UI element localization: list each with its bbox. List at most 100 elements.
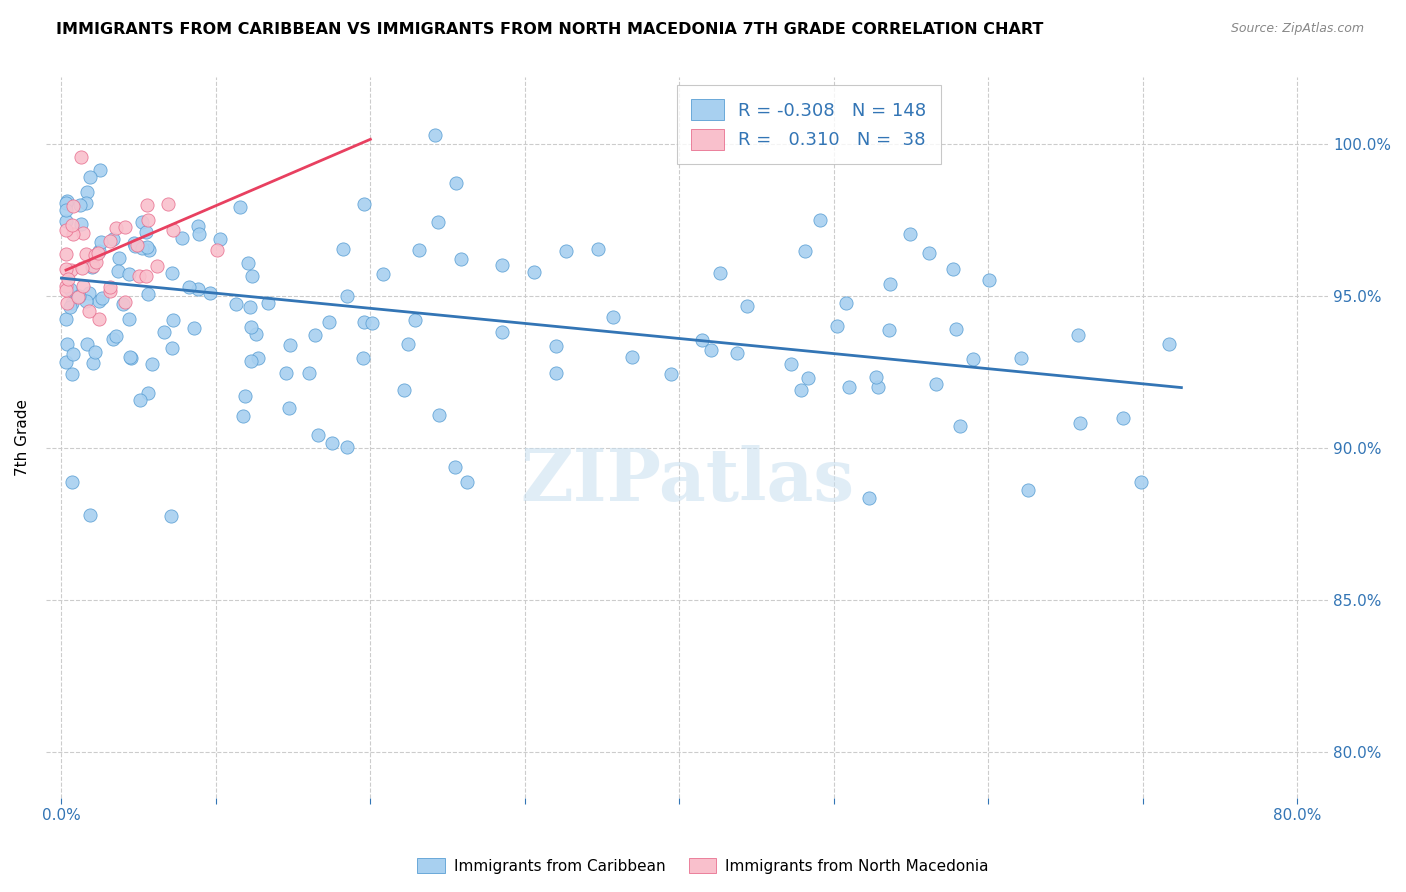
Point bbox=[274, 366, 297, 380]
Point bbox=[55, 279, 77, 293]
Point bbox=[75, 196, 97, 211]
Point bbox=[179, 280, 201, 294]
Legend: Immigrants from Caribbean, Immigrants from North Macedonia: Immigrants from Caribbean, Immigrants fr… bbox=[411, 852, 995, 880]
Point bbox=[125, 238, 148, 252]
Point bbox=[198, 285, 221, 300]
Point bbox=[353, 315, 375, 329]
Point bbox=[87, 244, 110, 258]
Point bbox=[188, 227, 211, 241]
Point bbox=[131, 241, 153, 255]
Point bbox=[56, 296, 79, 310]
Point bbox=[443, 460, 465, 475]
Point bbox=[67, 289, 90, 303]
Point bbox=[352, 351, 374, 365]
Point bbox=[114, 219, 136, 234]
Legend: R = -0.308   N = 148, R =   0.310   N =  38: R = -0.308 N = 148, R = 0.310 N = 38 bbox=[676, 85, 941, 164]
Point bbox=[392, 383, 415, 397]
Point bbox=[75, 247, 97, 261]
Point bbox=[794, 244, 817, 258]
Point bbox=[67, 289, 90, 303]
Point bbox=[55, 195, 77, 210]
Point bbox=[942, 261, 965, 276]
Point bbox=[79, 170, 101, 185]
Point bbox=[136, 385, 159, 400]
Point bbox=[55, 262, 77, 277]
Point bbox=[371, 267, 394, 281]
Point bbox=[1069, 416, 1091, 430]
Point bbox=[131, 215, 153, 229]
Point bbox=[544, 366, 567, 380]
Point bbox=[89, 163, 111, 178]
Point bbox=[135, 240, 157, 254]
Point bbox=[835, 295, 858, 310]
Point bbox=[111, 296, 134, 310]
Point bbox=[240, 319, 263, 334]
Text: ZIPatlas: ZIPatlas bbox=[520, 445, 853, 516]
Point bbox=[444, 176, 467, 190]
Point bbox=[55, 283, 77, 297]
Point bbox=[55, 194, 77, 209]
Point bbox=[128, 269, 150, 284]
Point bbox=[138, 243, 160, 257]
Point bbox=[162, 312, 184, 326]
Point bbox=[456, 475, 478, 489]
Point bbox=[737, 299, 759, 313]
Point bbox=[304, 328, 326, 343]
Point bbox=[307, 428, 329, 442]
Point bbox=[104, 329, 127, 343]
Point bbox=[107, 252, 129, 266]
Point bbox=[298, 366, 321, 380]
Point bbox=[229, 200, 252, 214]
Point bbox=[60, 219, 83, 233]
Point bbox=[76, 337, 98, 351]
Point bbox=[945, 322, 967, 336]
Point bbox=[141, 357, 163, 371]
Point bbox=[86, 255, 108, 269]
Point bbox=[690, 333, 713, 347]
Point bbox=[75, 293, 97, 308]
Point bbox=[353, 197, 375, 211]
Point bbox=[118, 267, 141, 281]
Point bbox=[336, 289, 359, 303]
Point bbox=[256, 296, 278, 310]
Point bbox=[246, 351, 269, 366]
Point bbox=[898, 227, 921, 241]
Point bbox=[98, 284, 121, 298]
Point bbox=[361, 316, 384, 330]
Point bbox=[82, 260, 104, 274]
Point bbox=[278, 401, 301, 415]
Point bbox=[1112, 411, 1135, 425]
Point bbox=[865, 370, 887, 384]
Point bbox=[278, 338, 301, 352]
Point bbox=[91, 291, 114, 305]
Point bbox=[1159, 337, 1181, 351]
Point bbox=[70, 260, 93, 275]
Point bbox=[523, 265, 546, 279]
Point bbox=[59, 300, 82, 314]
Point bbox=[80, 260, 103, 274]
Point bbox=[825, 319, 848, 334]
Point bbox=[72, 279, 94, 293]
Point bbox=[924, 377, 946, 392]
Point bbox=[55, 223, 77, 237]
Point bbox=[72, 226, 94, 240]
Point bbox=[426, 214, 449, 228]
Point bbox=[135, 225, 157, 239]
Point bbox=[318, 314, 340, 328]
Point bbox=[427, 408, 450, 422]
Point bbox=[55, 247, 77, 261]
Point bbox=[60, 295, 83, 310]
Point bbox=[136, 286, 159, 301]
Point bbox=[602, 310, 624, 324]
Point bbox=[239, 300, 262, 314]
Text: Source: ZipAtlas.com: Source: ZipAtlas.com bbox=[1230, 22, 1364, 36]
Point bbox=[60, 367, 83, 381]
Point bbox=[114, 295, 136, 310]
Point bbox=[588, 242, 610, 256]
Point bbox=[962, 351, 984, 366]
Point bbox=[780, 357, 803, 371]
Point bbox=[136, 198, 159, 212]
Point bbox=[101, 232, 124, 246]
Point bbox=[120, 350, 142, 364]
Point bbox=[77, 285, 100, 300]
